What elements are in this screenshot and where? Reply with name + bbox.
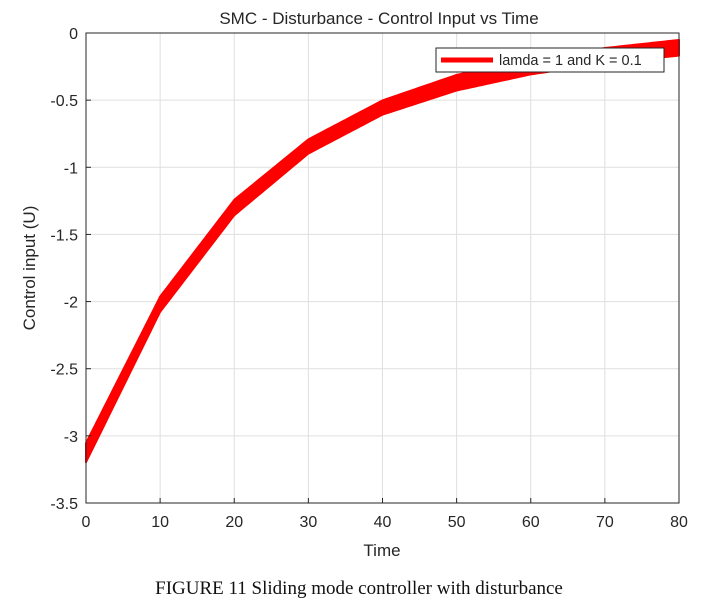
legend-entry: lamda = 1 and K = 0.1 [499, 53, 642, 69]
legend: lamda = 1 and K = 0.1 [435, 47, 665, 73]
x-tick-label: 60 [522, 514, 540, 531]
x-tick-label: 80 [670, 514, 688, 531]
y-tick-label: -1 [64, 160, 78, 177]
chart-title: SMC - Disturbance - Control Input vs Tim… [219, 9, 538, 28]
x-tick-label: 0 [82, 514, 91, 531]
x-axis-label: Time [363, 541, 400, 560]
y-tick-label: -2 [64, 295, 78, 312]
y-tick-label: -1.5 [50, 227, 78, 244]
x-tick-label: 70 [596, 514, 614, 531]
y-tick-label: -2.5 [50, 362, 78, 379]
y-tick-label: -0.5 [50, 93, 78, 110]
y-tick-label: -3.5 [50, 496, 78, 513]
axis-ticks: 0 10 20 30 40 50 60 70 80 0 -0.5 -1 -1.5 -2 -2.5 -3 -3.5 [50, 26, 688, 531]
y-tick-label: 0 [69, 26, 78, 43]
x-tick-label: 40 [374, 514, 392, 531]
x-tick-label: 20 [225, 514, 243, 531]
x-tick-label: 50 [448, 514, 466, 531]
y-tick-label: -3 [64, 429, 78, 446]
x-tick-label: 30 [299, 514, 317, 531]
x-tick-label: 10 [151, 514, 169, 531]
y-axis-label: Control input (U) [20, 206, 39, 331]
figure-caption: FIGURE 11 Sliding mode controller with d… [155, 578, 563, 599]
